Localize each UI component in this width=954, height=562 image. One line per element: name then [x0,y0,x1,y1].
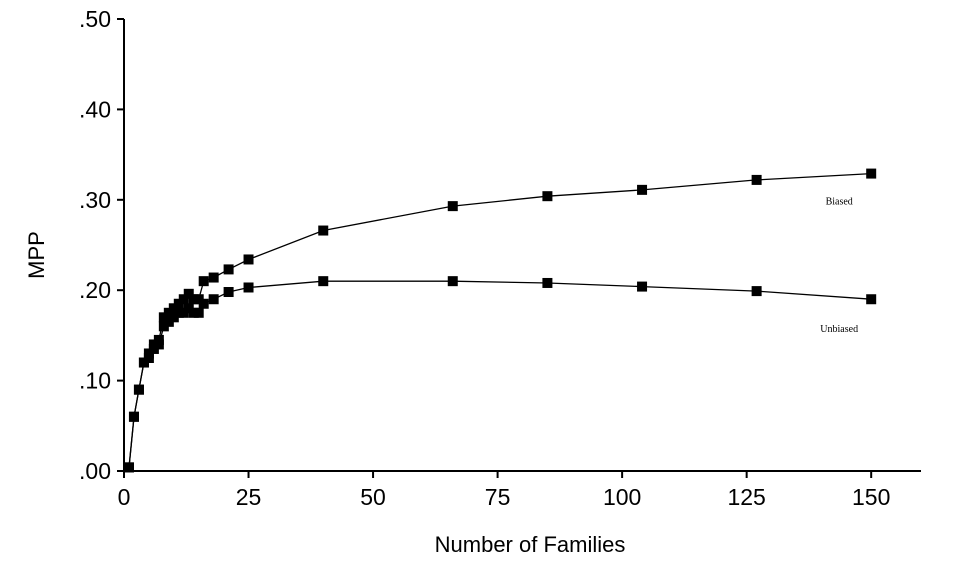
data-point [637,281,648,292]
data-point [318,276,329,287]
y-tick-label: .00 [79,458,111,484]
x-tick-label: 0 [118,484,131,510]
y-axis-title: MPP [24,231,49,279]
series-label: Unbiased [820,324,858,335]
y-tick-label: .20 [79,277,111,303]
series-biased [123,168,877,473]
x-tick-label: 150 [852,484,890,510]
series-label: Biased [826,197,853,208]
x-tick-label: 75 [485,484,511,510]
data-point [637,184,648,195]
data-point [153,339,164,350]
axes [123,19,921,472]
data-point [123,462,134,473]
data-point [208,272,219,283]
data-point [143,353,154,363]
y-tick-label: .50 [79,6,111,32]
data-point [198,298,209,309]
data-point [198,276,209,287]
data-point [223,287,234,298]
series-line [128,280,872,468]
x-axis-title: Number of Families [435,532,626,557]
data-point [193,307,204,318]
data-point [751,174,762,185]
series-line [128,172,872,468]
ticks: .00 .10 .20 .30 .40 .50 0 25 50 75 100 125 150 [79,6,890,510]
x-tick-label: 125 [727,484,765,510]
data-point [128,411,139,422]
y-tick-label: .30 [79,187,111,213]
data-point [208,294,219,305]
data-point [866,294,877,305]
data-point [447,201,458,212]
data-point [133,384,144,395]
x-tick-label: 100 [603,484,641,510]
series [123,168,877,473]
data-point [223,264,234,275]
data-point [866,168,877,179]
data-point [447,276,458,287]
data-point [178,294,189,305]
x-tick-label: 50 [360,484,386,510]
y-tick-label: .10 [79,368,111,394]
series-labels: Biased Unbiased [820,197,858,336]
data-point [318,225,329,236]
series-unbiased [123,276,877,473]
data-point [243,282,254,293]
data-point [751,286,762,297]
y-tick-label: .40 [79,96,111,122]
data-point [243,254,254,265]
data-point [542,191,553,202]
data-point [183,288,194,299]
data-point [542,277,553,288]
x-tick-label: 25 [236,484,262,510]
